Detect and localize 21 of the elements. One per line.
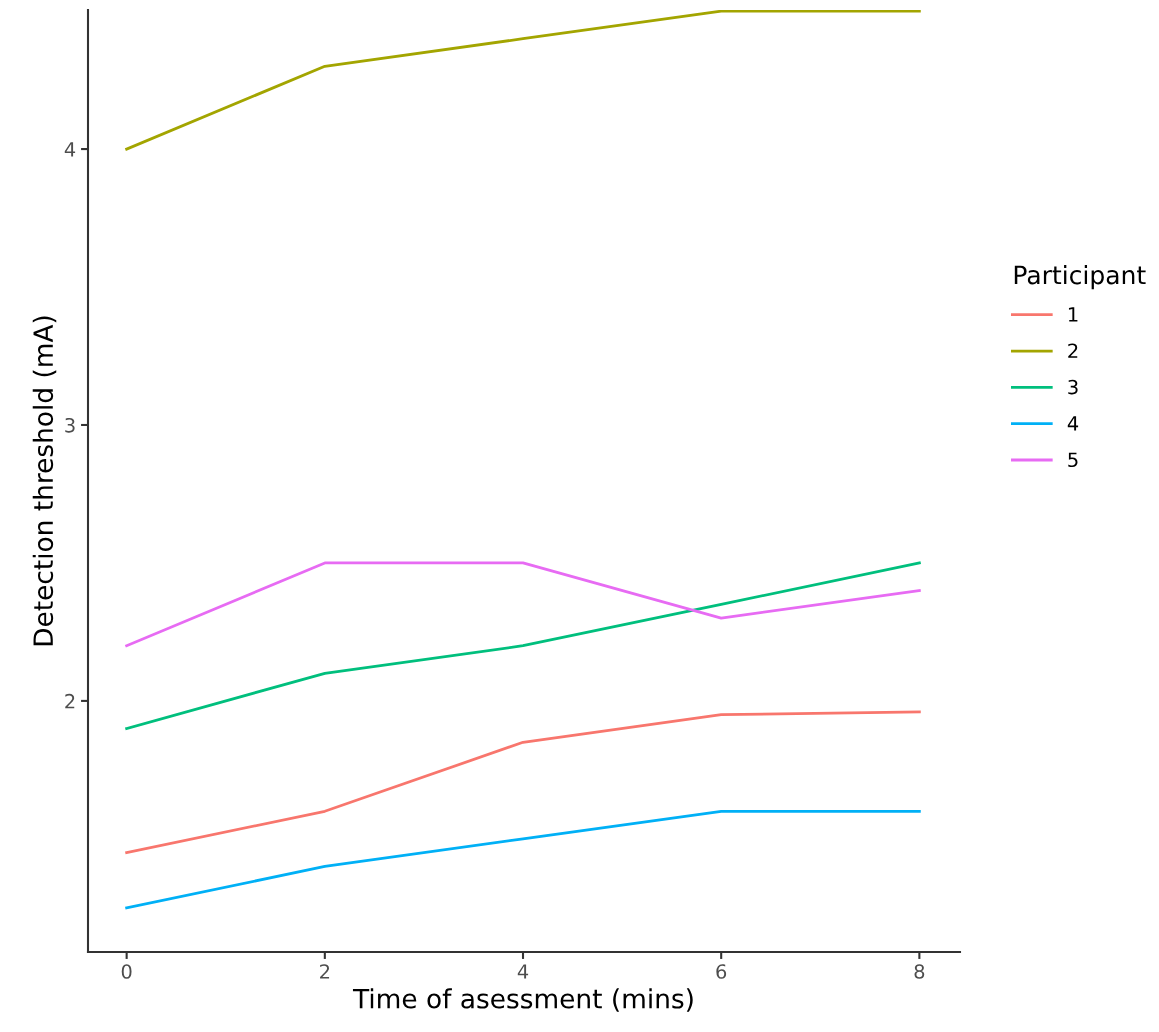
line-series xyxy=(125,561,921,648)
line-series xyxy=(125,710,921,855)
line-series xyxy=(125,561,921,730)
line-series xyxy=(125,809,921,910)
line-series xyxy=(125,10,921,151)
y-axis-title: Detection threshold (mA) xyxy=(32,316,57,646)
x-tick-label: 0 xyxy=(121,964,132,979)
y-tick-label: 4 xyxy=(64,142,76,157)
legend-label: 4 xyxy=(1067,416,1079,431)
x-axis-title: Time of asessment (mins) xyxy=(352,988,693,1012)
legend-title: Participant xyxy=(1014,265,1146,290)
legend-label: 1 xyxy=(1068,307,1078,322)
x-tick-label: 8 xyxy=(914,964,925,979)
legend-label: 2 xyxy=(1068,343,1078,358)
legend-label: 5 xyxy=(1068,452,1078,468)
legend-label: 3 xyxy=(1068,379,1078,395)
y-tick-label: 2 xyxy=(65,693,75,709)
x-tick-label: 4 xyxy=(517,964,529,979)
y-tick-label: 3 xyxy=(65,417,75,433)
x-tick-label: 6 xyxy=(716,964,727,979)
x-tick-label: 2 xyxy=(320,964,330,979)
